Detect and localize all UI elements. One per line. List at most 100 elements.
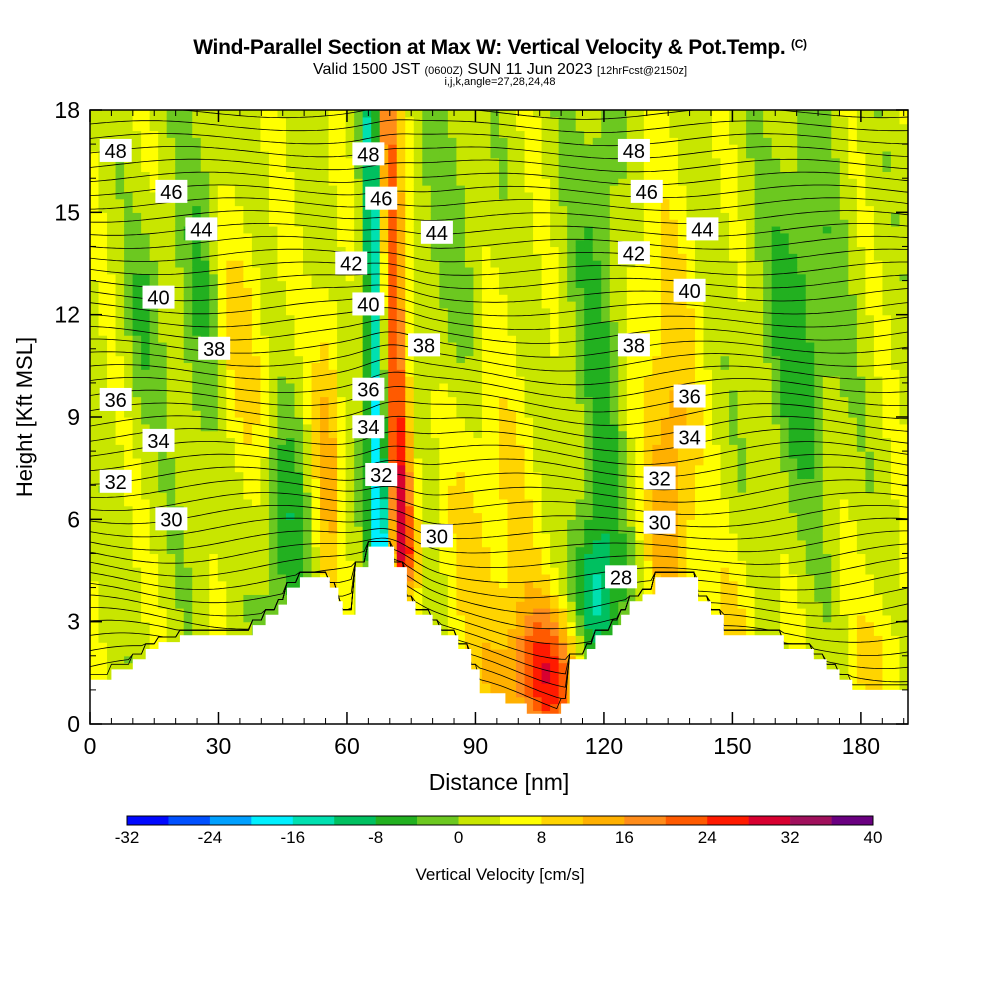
field-cell <box>260 417 270 425</box>
field-cell <box>226 553 236 561</box>
field-cell <box>200 471 210 479</box>
field-cell <box>533 628 543 636</box>
field-cell <box>524 335 534 343</box>
field-cell <box>217 410 227 418</box>
field-cell <box>499 546 509 555</box>
field-cell <box>499 321 509 329</box>
field-cell <box>149 573 159 582</box>
field-cell <box>234 621 244 630</box>
field-cell <box>396 219 406 227</box>
field-cell <box>541 553 551 561</box>
field-cell <box>499 451 509 459</box>
field-cell <box>115 164 125 172</box>
field-cell <box>183 614 193 623</box>
field-cell <box>405 553 415 561</box>
field-cell <box>490 410 500 418</box>
field-cell <box>481 628 492 636</box>
field-cell <box>550 526 560 534</box>
field-cell <box>209 539 219 548</box>
field-cell <box>158 621 168 630</box>
field-cell <box>175 328 185 336</box>
field-cell <box>311 423 321 432</box>
field-cell <box>541 573 551 582</box>
field-cell <box>388 232 398 241</box>
field-cell <box>456 498 466 507</box>
field-cell <box>524 389 534 398</box>
field-cell <box>311 219 321 227</box>
field-cell <box>337 185 347 193</box>
field-cell <box>456 294 466 302</box>
field-cell <box>405 369 415 377</box>
field-cell <box>499 219 509 227</box>
field-cell <box>115 505 125 514</box>
field-cell <box>516 273 526 282</box>
field-cell <box>243 341 253 350</box>
field-cell <box>354 287 364 295</box>
field-cell <box>481 348 492 357</box>
field-cell <box>362 505 372 514</box>
field-cell <box>371 437 381 445</box>
field-cell <box>541 437 551 445</box>
field-cell <box>481 157 492 166</box>
field-cell <box>320 157 330 166</box>
field-cell <box>524 539 534 548</box>
field-cell <box>149 260 159 268</box>
field-cell <box>499 382 509 391</box>
field-cell <box>430 266 440 275</box>
field-cell <box>422 451 432 459</box>
field-cell <box>98 355 108 364</box>
field-cell <box>464 110 475 118</box>
field-cell <box>550 485 560 493</box>
field-cell <box>473 123 483 132</box>
field-cell <box>430 321 440 329</box>
field-cell <box>175 478 185 486</box>
field-cell <box>516 232 526 241</box>
field-cell <box>464 355 475 364</box>
field-cell <box>217 478 227 486</box>
field-cell <box>388 150 398 159</box>
field-cell <box>209 280 219 288</box>
field-cell <box>303 260 313 268</box>
field-cell <box>439 471 449 479</box>
field-cell <box>285 157 296 166</box>
field-cell <box>490 635 500 643</box>
field-cell <box>456 110 466 118</box>
field-cell <box>464 526 475 534</box>
field-cell <box>481 560 492 568</box>
field-cell <box>209 294 219 302</box>
field-cell <box>311 341 321 350</box>
field-cell <box>132 273 142 282</box>
field-cell <box>285 539 296 548</box>
field-cell <box>456 280 466 288</box>
field-cell <box>507 287 517 295</box>
field-cell <box>439 614 449 623</box>
field-cell <box>507 396 517 404</box>
field-cell <box>516 260 526 268</box>
field-cell <box>98 314 108 323</box>
field-cell <box>533 144 543 152</box>
field-cell <box>226 601 236 609</box>
field-cell <box>439 451 449 459</box>
field-cell <box>396 512 406 520</box>
field-cell <box>371 164 381 172</box>
field-cell <box>405 403 415 411</box>
field-cell <box>456 539 466 548</box>
field-cell <box>550 376 560 384</box>
field-cell <box>499 526 509 534</box>
field-cell <box>422 253 432 261</box>
field-cell <box>430 512 440 520</box>
field-cell <box>524 171 534 179</box>
field-cell <box>132 512 142 520</box>
field-cell <box>345 594 355 602</box>
field-cell <box>524 648 534 657</box>
field-cell <box>90 219 100 227</box>
field-cell <box>473 348 483 357</box>
field-cell <box>524 362 534 370</box>
field-cell <box>158 260 168 268</box>
field-cell <box>294 287 304 295</box>
field-cell <box>141 642 151 650</box>
field-cell <box>396 355 406 364</box>
field-cell <box>294 321 304 329</box>
field-cell <box>132 335 142 343</box>
field-cell <box>481 144 492 152</box>
